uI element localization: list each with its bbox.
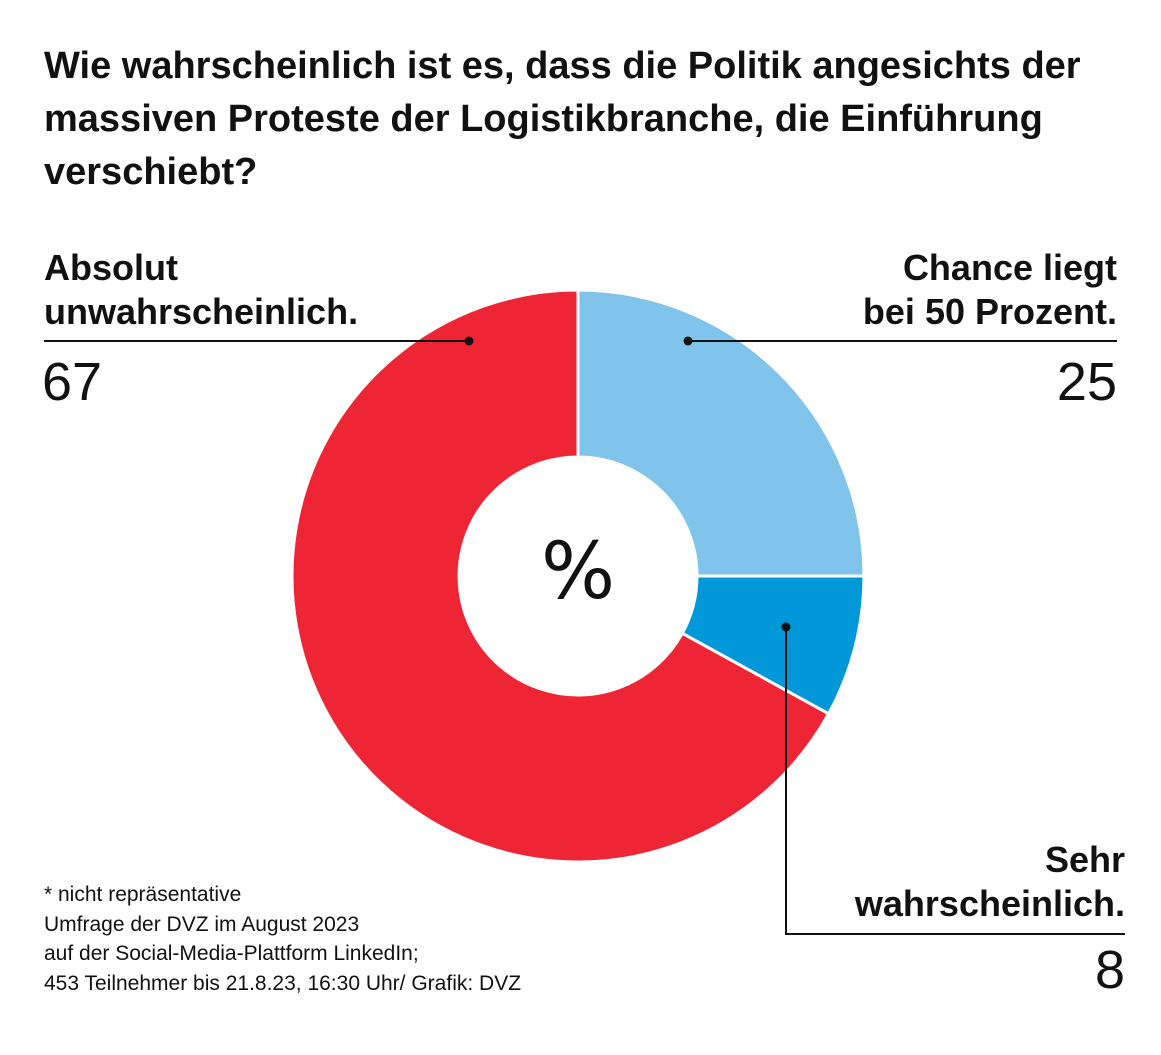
slice-absolut-unwahrscheinlich: [290, 288, 831, 864]
slice-label-line: Chance liegt: [902, 247, 1117, 288]
slice-label-line: Sehr: [1044, 839, 1125, 880]
footnote-line: Umfrage der DVZ im August 2023: [44, 912, 360, 936]
footnote-line: auf der Social-Media-Plattform LinkedIn;: [44, 942, 419, 965]
center-label: %: [541, 527, 615, 617]
slice-label-line: Absolut: [44, 247, 178, 288]
slice-value-absolut-unwahrscheinlich: 67: [42, 352, 103, 412]
leader-dot-sehr: [781, 622, 791, 632]
footnote-line: * nicht repräsentative: [44, 883, 242, 906]
slice-label-absolut-unwahrscheinlich: Absolut unwahrscheinlich.: [44, 246, 358, 334]
slice-value-chance-50-prozent: 25: [1056, 352, 1117, 412]
slice-label-line: unwahrscheinlich.: [44, 291, 359, 332]
chart-title: Wie wahrscheinlich ist es, dass die Poli…: [44, 45, 1081, 193]
leader-line-sehr: [785, 627, 1125, 935]
leader-dot-absolut: [464, 336, 474, 346]
slice-label-sehr-wahrscheinlich: Sehr wahrscheinlich.: [855, 838, 1125, 926]
slice-label-chance-50-prozent: Chance liegt bei 50 Prozent.: [863, 246, 1117, 334]
slice-label-line: bei 50 Prozent.: [862, 291, 1117, 332]
slice-value-sehr-wahrscheinlich: 8: [1094, 940, 1125, 1000]
footnote-line: 453 Teilnehmer bis 21.8.23, 16:30 Uhr/ G…: [44, 971, 522, 995]
slice-label-line: wahrscheinlich.: [854, 883, 1125, 924]
leader-dot-chance: [683, 336, 693, 346]
footnote: * nicht repräsentative Umfrage der DVZ i…: [44, 880, 521, 998]
slice-chance-50-prozent: [576, 288, 866, 578]
